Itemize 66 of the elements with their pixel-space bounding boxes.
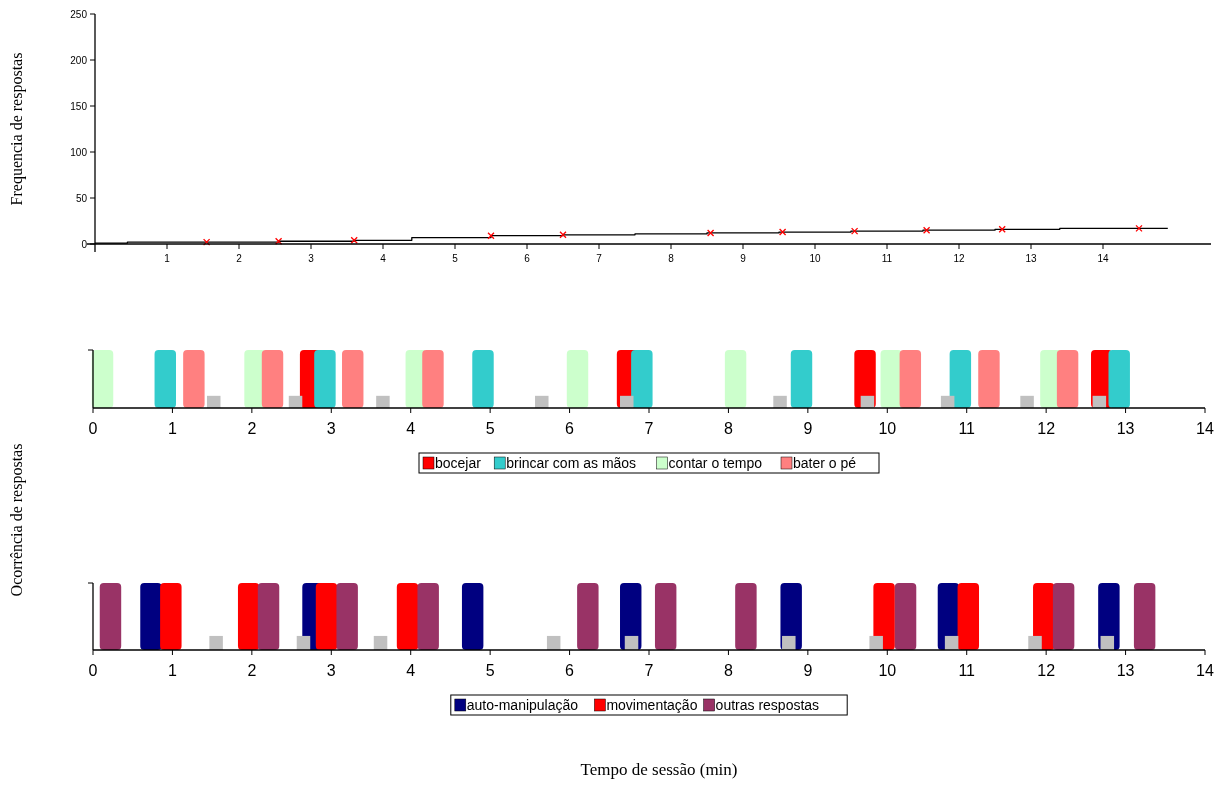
x-tick-label: 6 <box>565 420 575 437</box>
x-tick-label: 1 <box>164 253 171 264</box>
x-tick-label: 11 <box>881 253 893 264</box>
y-axis-title: Frequencia de respostas <box>8 52 26 206</box>
x-tick-label: 10 <box>809 253 821 264</box>
x-tick-label: 9 <box>803 662 813 679</box>
x-axis-title: Tempo de sessão (min) <box>580 760 738 779</box>
y-tick-label: 200 <box>70 55 88 66</box>
point <box>559 231 567 239</box>
x-tick-label: 7 <box>644 420 654 437</box>
point <box>706 229 715 237</box>
y-tick-label: 100 <box>70 147 88 158</box>
x-tick-label: 6 <box>565 662 575 679</box>
x-tick-label: 6 <box>524 253 531 264</box>
x-tick-label: 8 <box>668 253 675 264</box>
x-tick-label: 11 <box>958 420 976 437</box>
point <box>922 226 931 234</box>
x-tick-label: 3 <box>326 420 336 437</box>
x-tick-label: 2 <box>247 420 257 437</box>
y-axis-title: Ocorrência de respostas <box>8 443 26 597</box>
point <box>1135 224 1143 233</box>
x-tick-label: 2 <box>247 662 257 679</box>
x-tick-label: 10 <box>878 420 897 437</box>
point <box>850 227 859 235</box>
x-tick-label: 8 <box>723 420 733 437</box>
x-tick-label: 5 <box>452 253 459 264</box>
legend-label: movimentação <box>606 697 698 713</box>
legend-label: bocejar <box>435 455 482 471</box>
x-tick-label: 11 <box>958 662 976 679</box>
point <box>487 232 495 240</box>
y-tick-label: 0 <box>81 239 88 250</box>
legend-label: outras respostas <box>715 697 820 713</box>
x-tick-label: 14 <box>1196 420 1214 437</box>
x-tick-label: 3 <box>308 253 315 264</box>
x-tick-label: 12 <box>1037 420 1056 437</box>
x-tick-label: 8 <box>723 662 733 679</box>
y-tick-label: 250 <box>70 9 88 20</box>
x-tick-label: 1 <box>167 662 177 679</box>
legend-label: brincar com as mãos <box>506 455 637 471</box>
x-tick-label: 12 <box>953 253 965 264</box>
x-tick-label: 14 <box>1196 662 1214 679</box>
x-tick-label: 13 <box>1116 420 1135 437</box>
x-tick-label: 9 <box>740 253 747 264</box>
x-tick-label: 7 <box>596 253 603 264</box>
legend-label: bater o pé <box>793 455 857 471</box>
point <box>778 228 787 236</box>
point <box>350 236 358 244</box>
x-tick-label: 2 <box>236 253 243 264</box>
x-tick-label: 7 <box>644 662 654 679</box>
x-tick-label: 13 <box>1116 662 1135 679</box>
x-tick-label: 14 <box>1097 253 1109 264</box>
x-tick-label: 4 <box>380 253 387 264</box>
x-tick-label: 5 <box>485 420 495 437</box>
y-tick-label: 150 <box>70 101 88 112</box>
legend-label: auto-manipulação <box>466 697 579 713</box>
x-tick-label: 4 <box>406 420 416 437</box>
legend-label: contar o tempo <box>668 455 763 471</box>
x-tick-label: 13 <box>1025 253 1037 264</box>
x-tick-label: 3 <box>326 662 336 679</box>
x-tick-label: 4 <box>406 662 416 679</box>
x-tick-label: 9 <box>803 420 813 437</box>
x-tick-label: 5 <box>485 662 495 679</box>
x-tick-label: 10 <box>878 662 897 679</box>
x-tick-label: 12 <box>1037 662 1056 679</box>
y-tick-label: 50 <box>75 193 88 204</box>
x-tick-label: 1 <box>167 420 177 437</box>
